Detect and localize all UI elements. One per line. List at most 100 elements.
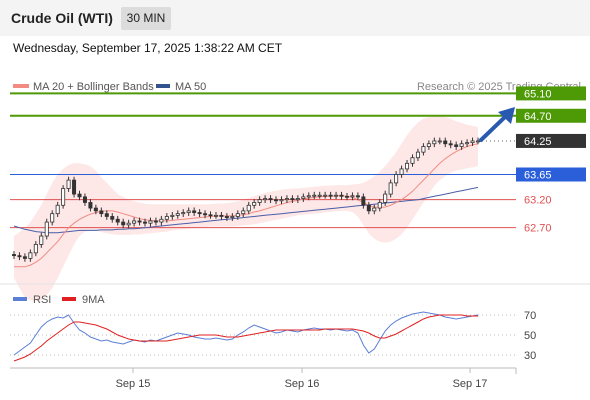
candle [115,215,120,226]
level-label-1: 64.70 [524,111,552,123]
rsi-tick-30: 30 [524,350,536,362]
candle [383,190,388,206]
interval-badge[interactable]: 30 MIN [121,7,171,30]
candle [121,218,126,229]
candle [317,191,322,199]
level-label-0: 65.10 [524,88,552,100]
candle [61,185,66,209]
candle [306,192,311,201]
rsi-line [13,311,479,356]
candle [17,252,22,261]
candle [126,219,131,229]
candle [448,140,453,149]
bollinger-band [14,115,478,302]
x-tick-label: Sep 15 [116,378,151,390]
candle [88,199,93,212]
candle [93,204,98,215]
candle [355,192,360,201]
candle [465,139,470,148]
candle [22,253,27,262]
candle [11,251,16,259]
candle [104,210,109,220]
rsi-tick-50: 50 [524,330,536,342]
candle [372,204,377,215]
candle [323,191,328,199]
rsi-ma-line [13,314,478,362]
candle [246,201,251,215]
candle [197,209,202,218]
candle [470,137,475,146]
candle [454,141,459,150]
candle [33,241,38,257]
candle [415,148,420,162]
candle [219,211,224,220]
candle [339,191,344,200]
candle [148,217,153,227]
candle [432,137,437,148]
candle [208,211,213,219]
candle [361,193,366,209]
x-axis: Sep 15 Sep 16 Sep 17 [10,367,517,390]
candle [252,199,257,209]
candle [39,232,44,248]
level-tag-1 [516,108,586,123]
candle [301,193,306,202]
candle [186,207,191,216]
rsi-ma-legend-swatch [62,297,76,301]
candle [203,210,208,219]
level-tag-3 [516,167,586,182]
candle [263,195,268,204]
rsi-legend-swatch [13,297,27,301]
candle [334,191,339,200]
level-lines [10,92,516,229]
candle [164,213,169,223]
candle [224,213,229,221]
instrument-title: Crude Oil (WTI) [11,10,113,26]
rsi-grid: 70 50 30 [10,310,536,362]
level-labels: 65.10 64.70 64.25 63.65 63.20 62.70 [516,86,586,235]
candle [410,154,415,167]
candle [82,193,87,206]
level-label-4: 63.20 [524,195,552,207]
candle [388,179,393,198]
candle [421,143,426,156]
candle [192,207,197,216]
x-tick-label: Sep 17 [453,378,488,390]
forecast-arrow-shaft [479,114,508,142]
ma50-legend-label: MA 50 [175,81,206,93]
candle [377,199,382,212]
candle [175,210,180,219]
ma20-line [14,143,479,268]
candle [50,210,55,226]
ma50-legend-swatch [156,84,170,88]
candle [295,195,300,204]
ma50-line [13,186,479,234]
candle [443,137,448,148]
forecast-arrow-head [498,107,515,124]
rsi-lines [13,311,479,362]
candle [459,140,464,150]
moving-average-layer [13,143,479,268]
rsi-ma-legend-label: 9MA [82,294,105,306]
level-label-2: 64.25 [524,136,552,148]
candle [344,192,349,201]
candle [235,210,240,220]
candle [405,159,410,173]
main-legend: MA 20 + Bollinger Bands MA 50 [13,81,206,93]
candle [230,213,235,221]
level-tag-2 [516,133,586,148]
forecast-arrow [479,107,515,142]
candle [153,217,158,226]
candle [72,176,77,198]
bollinger-band-layer [14,115,478,302]
candle [213,211,218,219]
candle [426,140,431,150]
candle [241,207,246,218]
candle [290,195,295,204]
chart-header: Crude Oil (WTI) 30 MIN [0,0,590,36]
level-tag-0 [516,86,586,101]
rsi-tick-70: 70 [524,310,536,322]
candle [399,165,404,178]
candle [44,218,49,240]
